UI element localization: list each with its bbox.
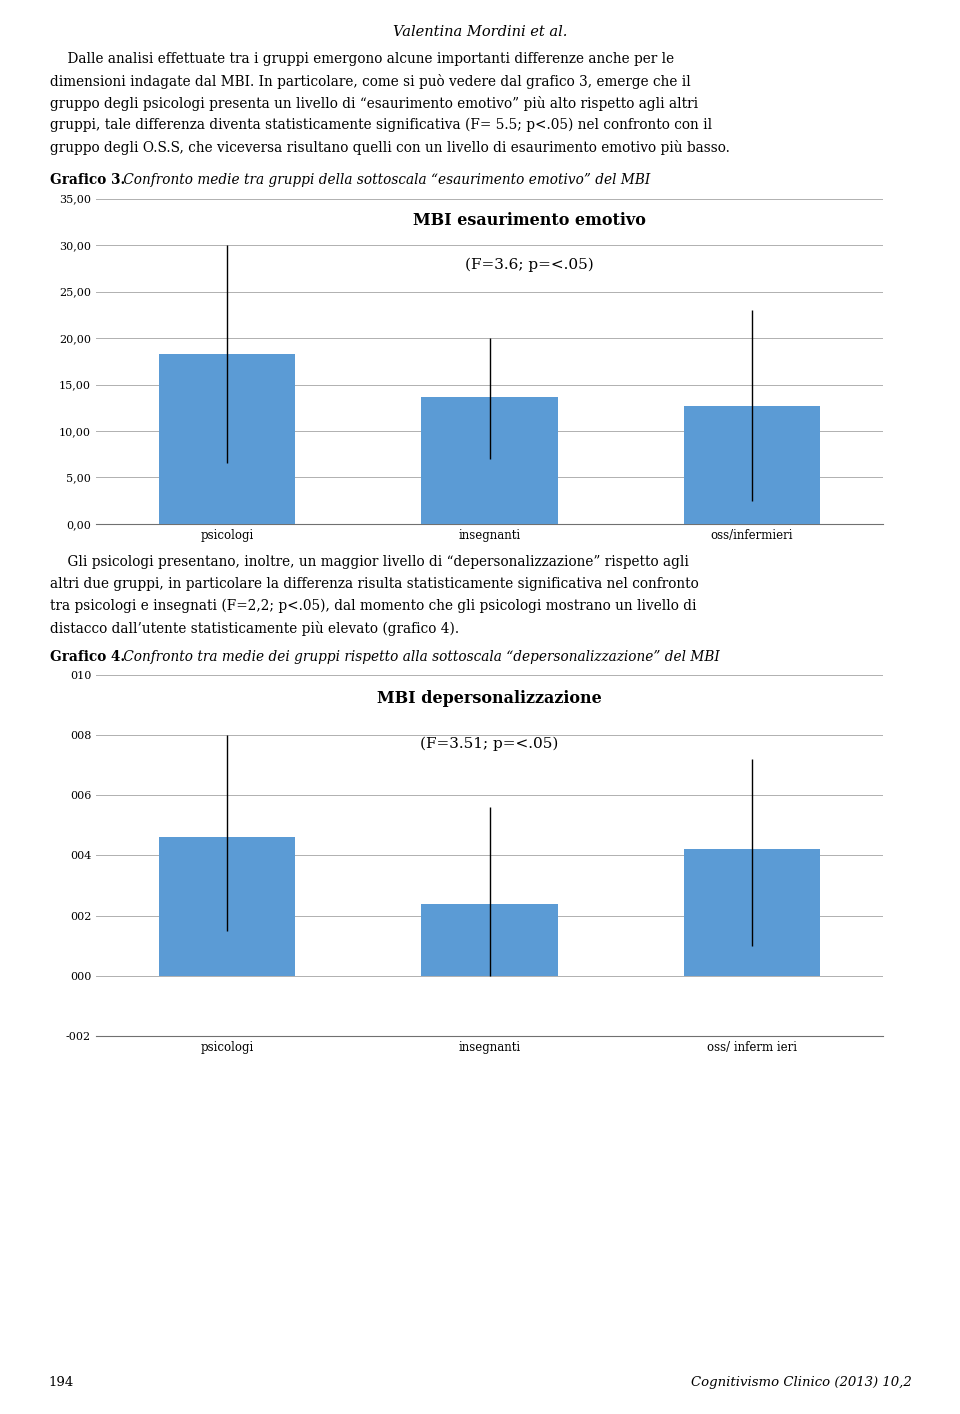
Text: 194: 194 — [48, 1376, 73, 1389]
Text: Confronto medie tra gruppi della sottoscala “esaurimento emotivo” del MBI: Confronto medie tra gruppi della sottosc… — [119, 174, 650, 187]
Text: Gli psicologi presentano, inoltre, un maggior livello di “depersonalizzazione” r: Gli psicologi presentano, inoltre, un ma… — [50, 556, 688, 568]
Text: gruppo degli psicologi presenta un livello di “esaurimento emotivo” più alto ris: gruppo degli psicologi presenta un livel… — [50, 96, 698, 112]
Bar — [421, 904, 558, 976]
Text: Confronto tra medie dei gruppi rispetto alla sottoscala “depersonalizzazione” de: Confronto tra medie dei gruppi rispetto … — [119, 650, 720, 663]
Text: gruppo degli O.S.S, che viceversa risultano quelli con un livello di esaurimento: gruppo degli O.S.S, che viceversa risult… — [50, 140, 730, 156]
Text: (F=3.51; p=<.05): (F=3.51; p=<.05) — [420, 737, 559, 751]
Text: MBI esaurimento emotivo: MBI esaurimento emotivo — [413, 212, 645, 229]
Text: gruppi, tale differenza diventa statisticamente significativa (F= 5.5; p<.05) ne: gruppi, tale differenza diventa statisti… — [50, 117, 712, 133]
Text: Dalle analisi effettuate tra i gruppi emergono alcune importanti differenze anch: Dalle analisi effettuate tra i gruppi em… — [50, 52, 674, 66]
Bar — [684, 406, 820, 525]
Bar — [684, 850, 820, 976]
Text: Grafico 4.: Grafico 4. — [50, 650, 125, 663]
Text: dimensioni indagate dal MBI. In particolare, come si può vedere dal grafico 3, e: dimensioni indagate dal MBI. In particol… — [50, 74, 690, 89]
Bar — [421, 396, 558, 525]
Text: altri due gruppi, in particolare la differenza risulta statisticamente significa: altri due gruppi, in particolare la diff… — [50, 577, 699, 591]
Text: (F=3.6; p=<.05): (F=3.6; p=<.05) — [465, 257, 593, 271]
Text: Cognitivismo Clinico (2013) 10,2: Cognitivismo Clinico (2013) 10,2 — [691, 1376, 912, 1389]
Text: tra psicologi e insegnati (F=2,2; p<.05), dal momento che gli psicologi mostrano: tra psicologi e insegnati (F=2,2; p<.05)… — [50, 600, 696, 614]
Text: Grafico 3.: Grafico 3. — [50, 174, 125, 187]
Text: distacco dall’utente statisticamente più elevato (grafico 4).: distacco dall’utente statisticamente più… — [50, 621, 459, 636]
Bar — [159, 837, 296, 976]
Text: MBI depersonalizzazione: MBI depersonalizzazione — [377, 690, 602, 707]
Bar — [159, 354, 296, 525]
Text: Valentina Mordini et al.: Valentina Mordini et al. — [393, 25, 567, 40]
